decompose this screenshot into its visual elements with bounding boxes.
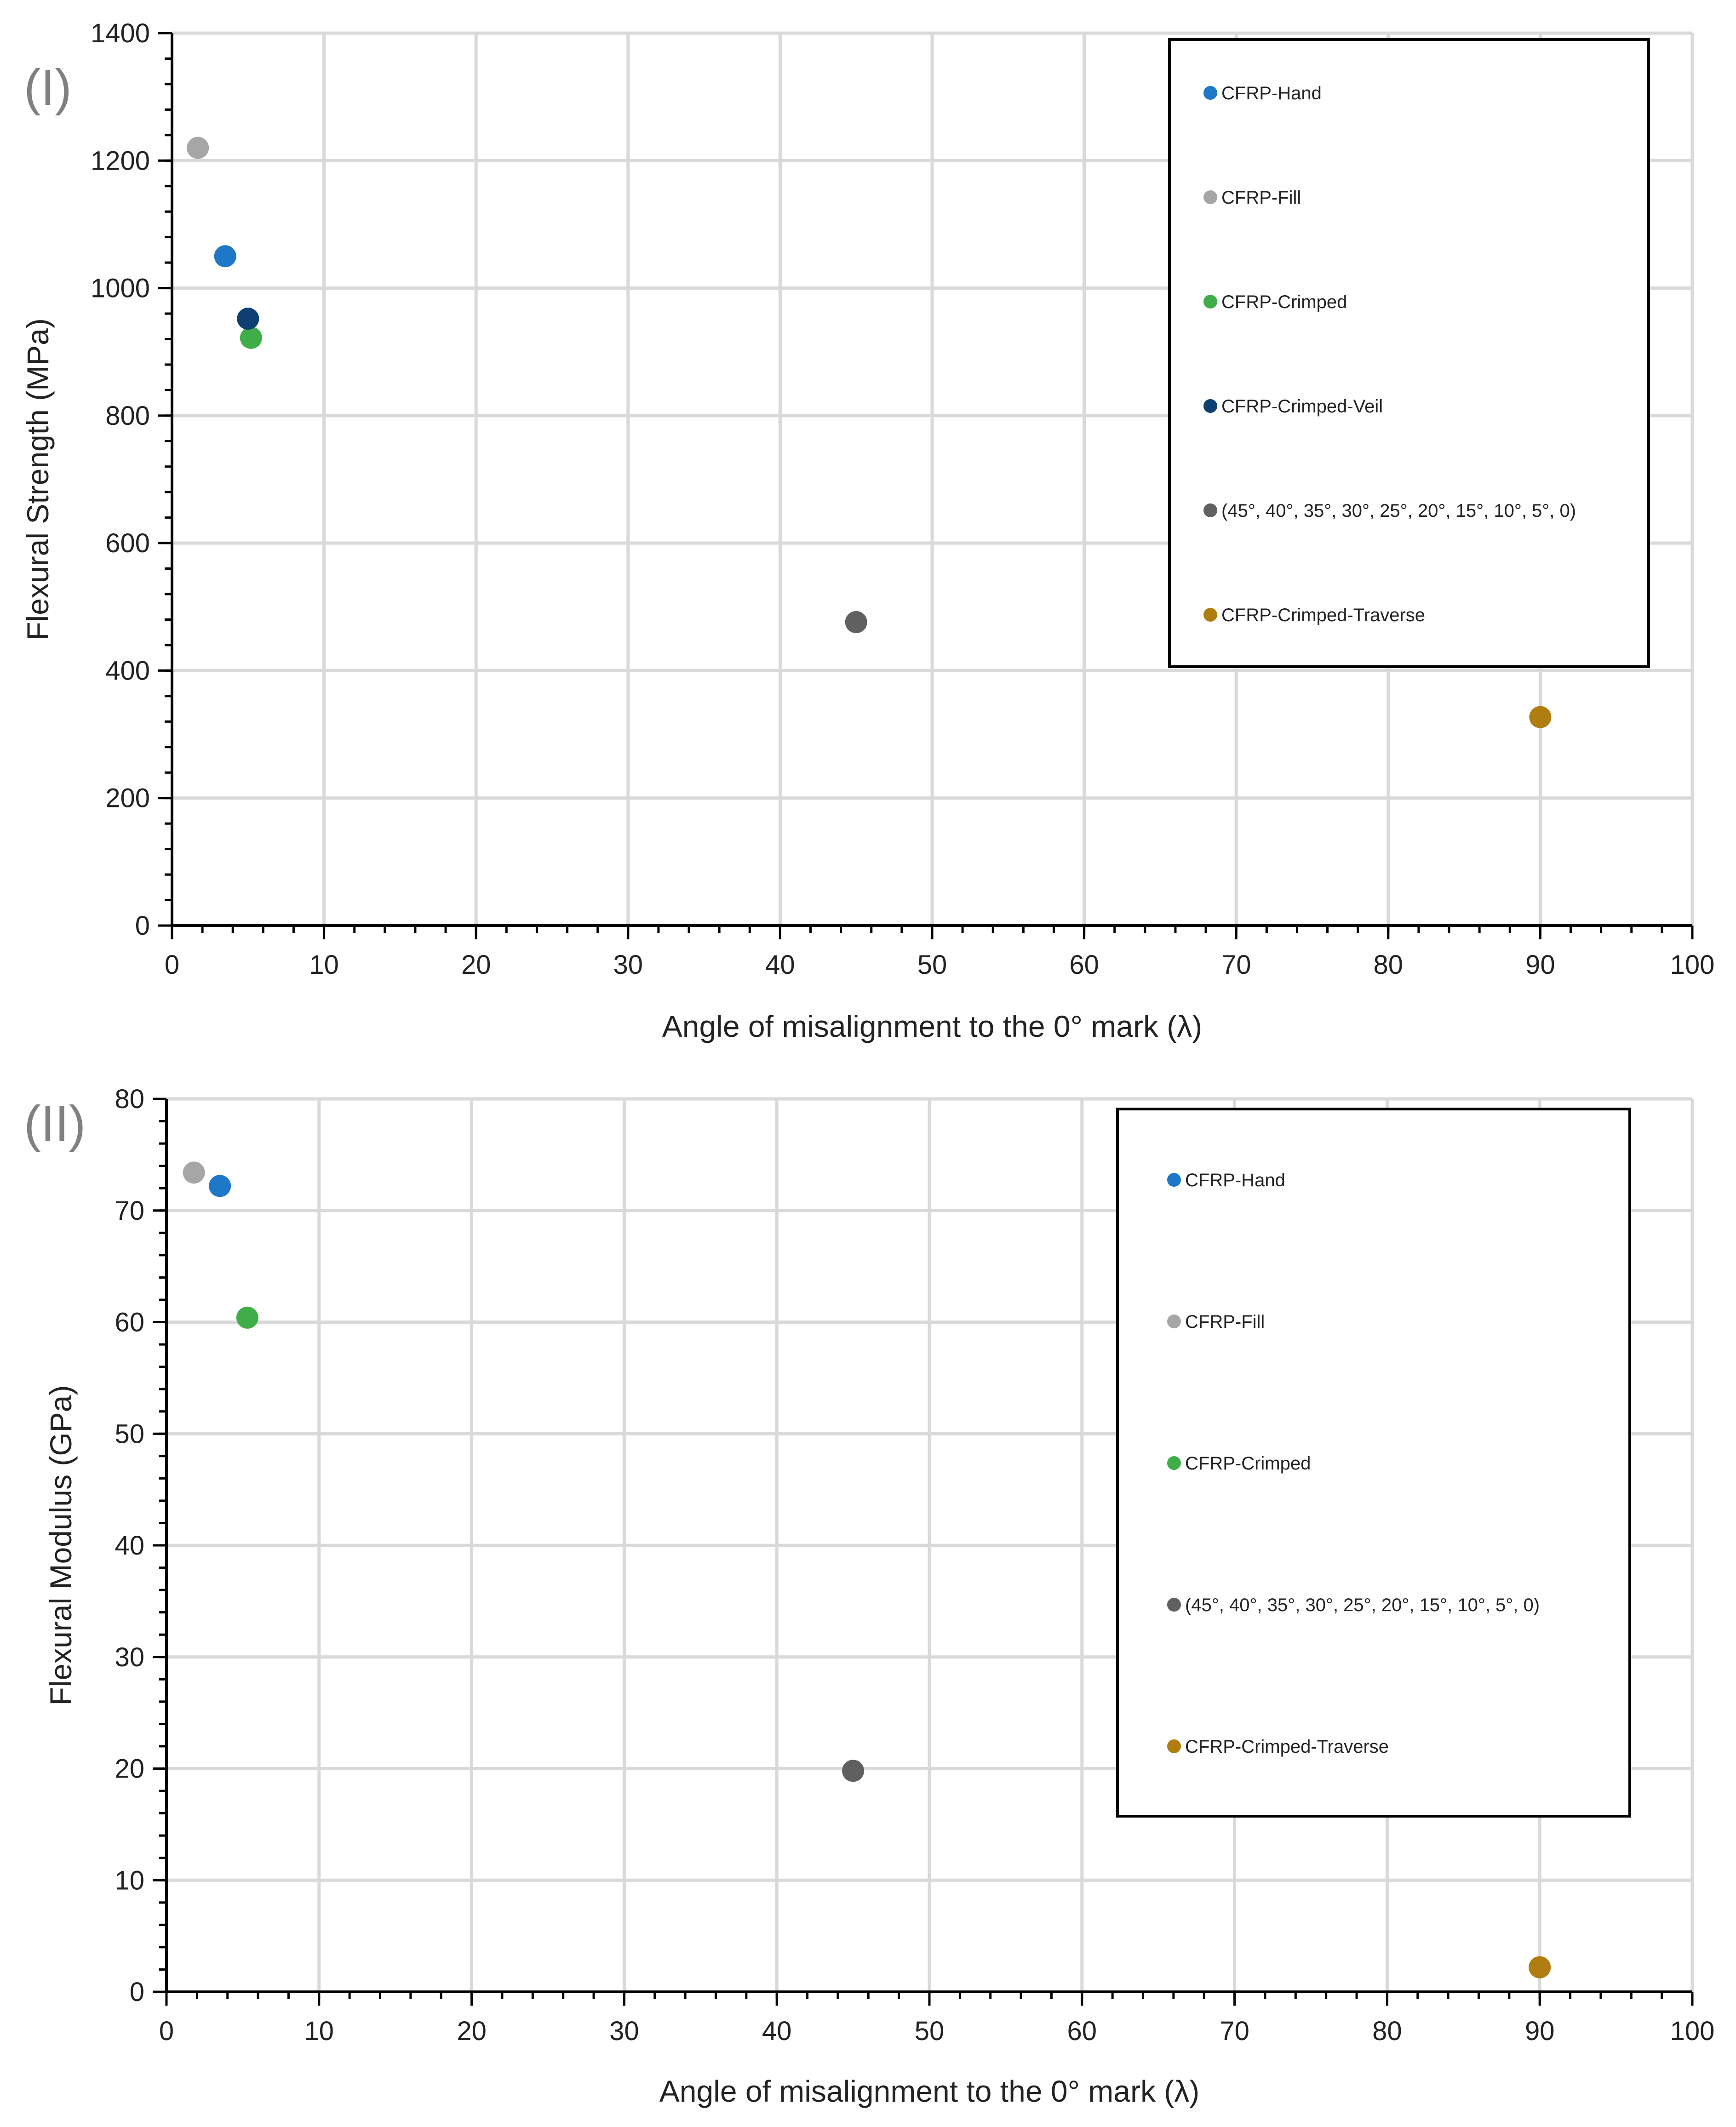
y-tick-label: 30 xyxy=(115,1642,144,1672)
legend-marker xyxy=(1167,1739,1181,1753)
x-tick-label: 100 xyxy=(1670,950,1715,980)
data-point-cfrp-hand xyxy=(209,1175,231,1197)
x-tick-label: 40 xyxy=(762,2016,792,2046)
legend-entry: CFRP-Hand xyxy=(1221,83,1322,103)
panel-label: (I) xyxy=(24,59,72,116)
legend-marker xyxy=(1167,1315,1181,1328)
x-tick-label: 0 xyxy=(165,950,179,980)
y-tick-label: 0 xyxy=(130,1977,144,2007)
panel-label: (II) xyxy=(24,1096,86,1152)
x-tick-label: 60 xyxy=(1067,2016,1097,2046)
y-tick-label: 200 xyxy=(105,783,150,813)
legend-entry: CFRP-Crimped-Traverse xyxy=(1221,605,1425,625)
legend-entry: CFRP-Crimped-Traverse xyxy=(1185,1737,1389,1757)
data-point-cfrp-fill xyxy=(183,1161,205,1184)
x-tick-label: 90 xyxy=(1525,2016,1555,2046)
legend-entry: CFRP-Hand xyxy=(1185,1170,1285,1190)
y-tick-label: 400 xyxy=(105,656,150,686)
legend-marker xyxy=(1167,1456,1181,1470)
data-point-45-40-35-30-25-20-15-10-5-0 xyxy=(842,1760,865,1782)
x-tick-label: 20 xyxy=(461,950,491,980)
x-tick-label: 40 xyxy=(765,950,795,980)
y-tick-label: 10 xyxy=(115,1865,144,1895)
y-tick-label: 60 xyxy=(115,1308,144,1338)
data-point-cfrp-crimped-traverse xyxy=(1529,1956,1551,1978)
y-tick-label: 0 xyxy=(135,911,150,941)
legend-entry: CFRP-Crimped xyxy=(1185,1453,1311,1474)
legend-marker xyxy=(1203,608,1217,622)
legend-marker xyxy=(1203,295,1217,309)
x-tick-label: 100 xyxy=(1670,2016,1715,2046)
legend-marker xyxy=(1203,503,1217,517)
data-point-cfrp-fill xyxy=(187,137,209,159)
x-tick-label: 60 xyxy=(1069,950,1099,980)
y-tick-label: 1200 xyxy=(91,146,150,176)
y-tick-label: 70 xyxy=(115,1196,144,1226)
y-tick-label: 20 xyxy=(115,1754,144,1784)
legend-marker xyxy=(1203,399,1217,413)
data-point-cfrp-hand xyxy=(214,245,236,268)
y-tick-label: 1400 xyxy=(91,18,150,48)
legend-box xyxy=(1168,38,1650,668)
data-point-cfrp-crimped xyxy=(240,326,262,349)
y-tick-label: 50 xyxy=(115,1419,144,1449)
x-tick-label: 30 xyxy=(609,2016,639,2046)
x-axis-title: Angle of misalignment to the 0° mark (λ) xyxy=(659,2074,1200,2108)
legend-box xyxy=(1116,1108,1631,1818)
x-tick-label: 0 xyxy=(159,2016,174,2046)
y-axis-title: Flexural Strength (MPa) xyxy=(21,318,55,640)
data-point-cfrp-crimped xyxy=(236,1306,258,1329)
legend-entry: (45°, 40°, 35°, 30°, 25°, 20°, 15°, 10°,… xyxy=(1221,501,1576,521)
x-tick-label: 70 xyxy=(1220,2016,1249,2046)
legend-entry: CFRP-Crimped xyxy=(1221,292,1347,312)
chart-panel-modulus: 0 10 20 30 40 50 60 70 80 90 100 0 10 20 30 40 50 60 70 80 A… xyxy=(24,1084,1714,2108)
x-tick-label: 80 xyxy=(1374,950,1404,980)
legend-entry: (45°, 40°, 35°, 30°, 25°, 20°, 15°, 10°,… xyxy=(1185,1595,1540,1615)
chart-panel-strength: 0 10 20 30 40 50 60 70 80 90 100020040060080010001… xyxy=(21,18,1714,1043)
x-tick-label: 20 xyxy=(457,2016,487,2046)
x-tick-label: 80 xyxy=(1372,2016,1402,2046)
data-point-45-40-35-30-25-20-15-10-5-0 xyxy=(845,611,867,634)
legend-marker xyxy=(1167,1173,1181,1187)
y-tick-label: 40 xyxy=(115,1531,144,1561)
legend-marker xyxy=(1203,86,1217,100)
data-point-cfrp-crimped-traverse xyxy=(1529,706,1552,728)
legend-entry: CFRP-Crimped-Veil xyxy=(1221,396,1383,417)
legend-entry: CFRP-Fill xyxy=(1221,188,1301,208)
x-tick-label: 10 xyxy=(304,2016,334,2046)
x-tick-label: 10 xyxy=(309,950,339,980)
x-tick-label: 70 xyxy=(1221,950,1251,980)
y-tick-label: 1000 xyxy=(91,274,150,303)
legend-entry: CFRP-Fill xyxy=(1185,1312,1265,1332)
x-tick-label: 90 xyxy=(1525,950,1555,980)
y-tick-label: 800 xyxy=(105,401,150,431)
legend-marker xyxy=(1203,190,1217,204)
y-tick-label: 80 xyxy=(115,1084,144,1114)
x-tick-label: 50 xyxy=(915,2016,945,2046)
y-axis-title: Flexural Modulus (GPa) xyxy=(44,1385,78,1706)
y-tick-label: 600 xyxy=(105,528,150,558)
x-axis-title: Angle of misalignment to the 0° mark (λ) xyxy=(662,1009,1203,1043)
x-tick-label: 50 xyxy=(917,950,947,980)
data-point-cfrp-crimped-veil xyxy=(237,308,259,330)
legend-marker xyxy=(1167,1598,1181,1612)
x-tick-label: 30 xyxy=(613,950,643,980)
